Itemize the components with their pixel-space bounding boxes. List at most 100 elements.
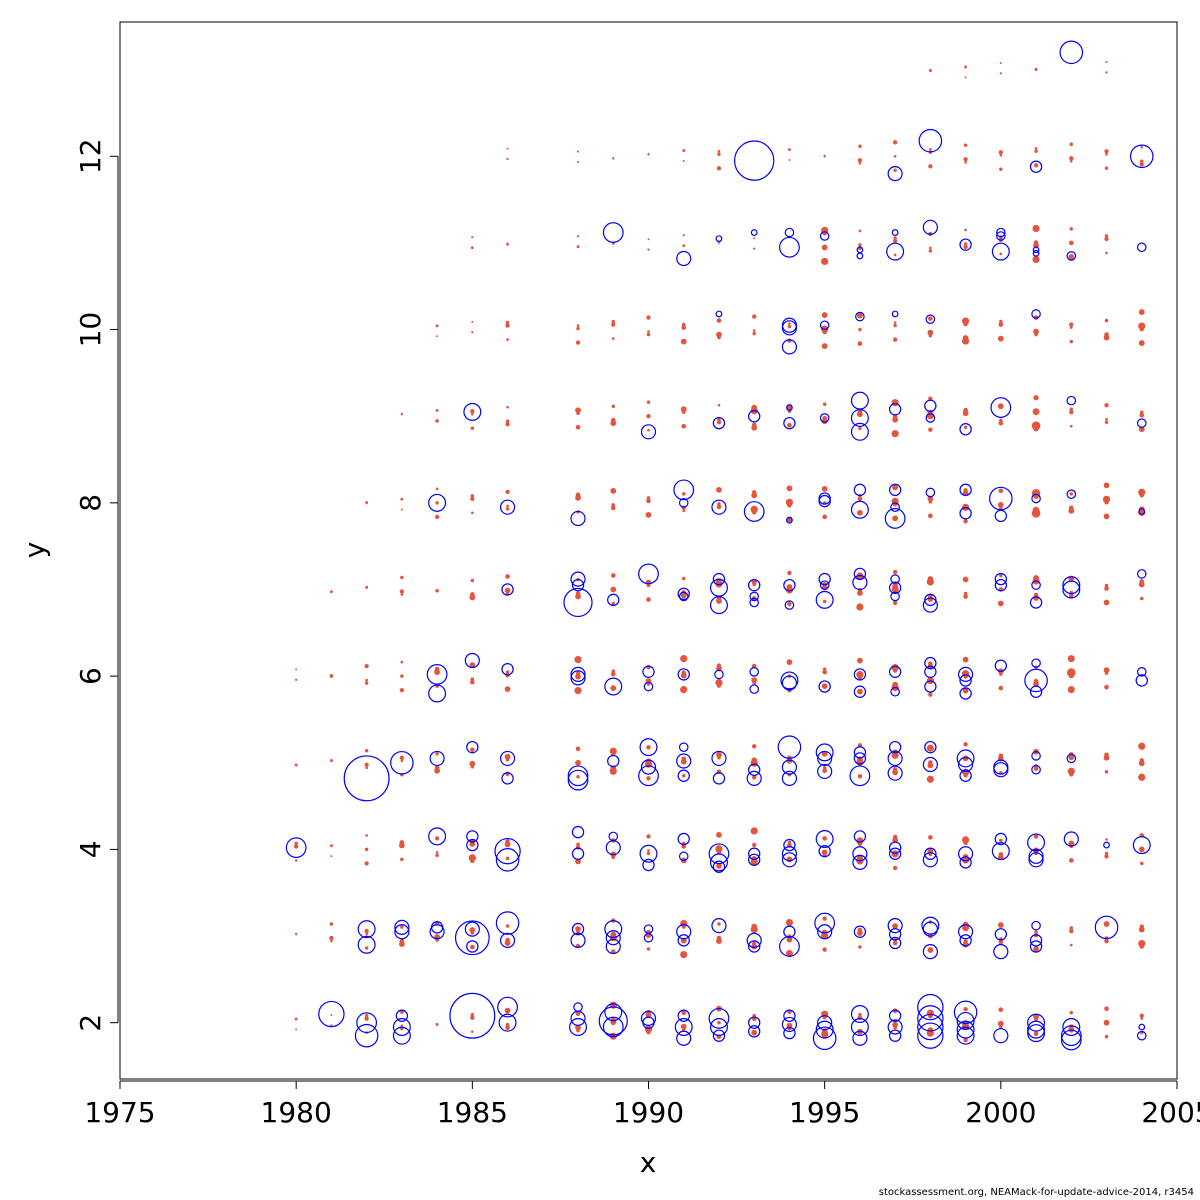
- data-point: [646, 414, 651, 419]
- data-point: [928, 164, 933, 169]
- data-point: [959, 238, 972, 251]
- data-point: [1069, 928, 1074, 934]
- data-point: [784, 227, 795, 238]
- data-point: [646, 947, 651, 951]
- data-point: [365, 834, 368, 837]
- x-tick-label: 1995: [789, 1096, 860, 1129]
- data-point: [752, 331, 756, 336]
- data-point: [927, 596, 934, 602]
- data-point: [1031, 493, 1041, 504]
- data-point: [681, 410, 686, 414]
- data-point: [888, 928, 902, 941]
- data-point: [999, 72, 1002, 75]
- data-point: [1104, 1006, 1109, 1012]
- data-point: [892, 600, 898, 606]
- data-point: [853, 483, 867, 497]
- data-point: [1094, 915, 1119, 940]
- data-point: [505, 507, 510, 511]
- data-point: [570, 932, 586, 948]
- data-point: [470, 426, 475, 430]
- data-point: [783, 1026, 796, 1040]
- data-point: [998, 488, 1004, 494]
- data-point: [714, 669, 724, 680]
- data-point: [928, 427, 933, 432]
- data-point: [821, 343, 828, 349]
- data-point: [640, 759, 657, 775]
- x-tick-label: 1975: [84, 1096, 155, 1129]
- data-point: [852, 1030, 868, 1046]
- data-point: [711, 499, 727, 515]
- data-point: [858, 426, 862, 430]
- data-point: [997, 403, 1004, 410]
- data-point: [364, 749, 369, 753]
- data-point: [674, 1018, 693, 1037]
- data-point: [1140, 861, 1144, 866]
- data-point: [853, 668, 867, 681]
- data-point: [435, 851, 439, 854]
- data-point: [680, 592, 687, 599]
- data-point: [1063, 831, 1079, 847]
- data-point: [471, 331, 474, 334]
- data-point: [466, 740, 479, 754]
- data-point: [1103, 921, 1110, 927]
- data-point: [1139, 326, 1144, 332]
- data-point: [785, 949, 794, 958]
- data-point: [890, 502, 900, 512]
- data-point: [751, 492, 758, 499]
- data-point: [611, 855, 616, 860]
- data-point: [470, 494, 475, 498]
- data-point: [577, 160, 580, 163]
- data-point: [819, 320, 830, 331]
- data-point: [893, 323, 897, 328]
- data-point: [678, 498, 689, 508]
- data-point: [1104, 236, 1109, 242]
- data-point: [400, 857, 404, 862]
- data-point: [852, 854, 868, 871]
- data-point: [890, 574, 900, 584]
- data-point: [1034, 146, 1038, 150]
- data-point: [1069, 943, 1073, 947]
- data-point: [750, 759, 758, 767]
- data-point: [991, 242, 1010, 261]
- data-point: [1027, 1013, 1046, 1032]
- data-point: [821, 485, 828, 492]
- y-tick-label: 6: [74, 667, 107, 685]
- data-point: [294, 1017, 298, 1021]
- data-point: [506, 405, 509, 409]
- data-point: [888, 1029, 902, 1042]
- data-point: [922, 597, 938, 613]
- data-point: [1138, 1023, 1146, 1031]
- data-point: [924, 740, 937, 754]
- data-point: [576, 1028, 580, 1033]
- data-point: [1033, 315, 1039, 320]
- data-point: [499, 750, 516, 767]
- data-point: [928, 500, 933, 504]
- data-point: [504, 587, 511, 594]
- data-point: [963, 1006, 968, 1012]
- data-point: [364, 946, 369, 950]
- data-point: [929, 246, 932, 250]
- data-point: [917, 1022, 944, 1049]
- data-point: [994, 659, 1008, 672]
- data-point: [893, 154, 897, 158]
- data-point: [295, 932, 298, 935]
- data-point: [752, 510, 757, 515]
- data-point: [716, 938, 722, 944]
- data-point: [605, 930, 621, 946]
- data-point: [505, 320, 510, 325]
- data-point: [717, 1020, 721, 1025]
- data-point: [1138, 773, 1146, 781]
- data-point: [956, 1011, 975, 1030]
- data-point: [1105, 417, 1108, 421]
- data-point: [364, 762, 369, 767]
- data-point: [857, 841, 863, 847]
- data-point: [818, 572, 831, 586]
- data-point: [643, 932, 654, 943]
- data-point: [928, 1013, 933, 1019]
- data-point: [822, 768, 827, 774]
- data-point: [1104, 403, 1109, 408]
- data-point: [890, 591, 900, 602]
- data-point: [504, 1007, 511, 1014]
- data-point: [715, 580, 723, 588]
- data-point: [285, 837, 307, 859]
